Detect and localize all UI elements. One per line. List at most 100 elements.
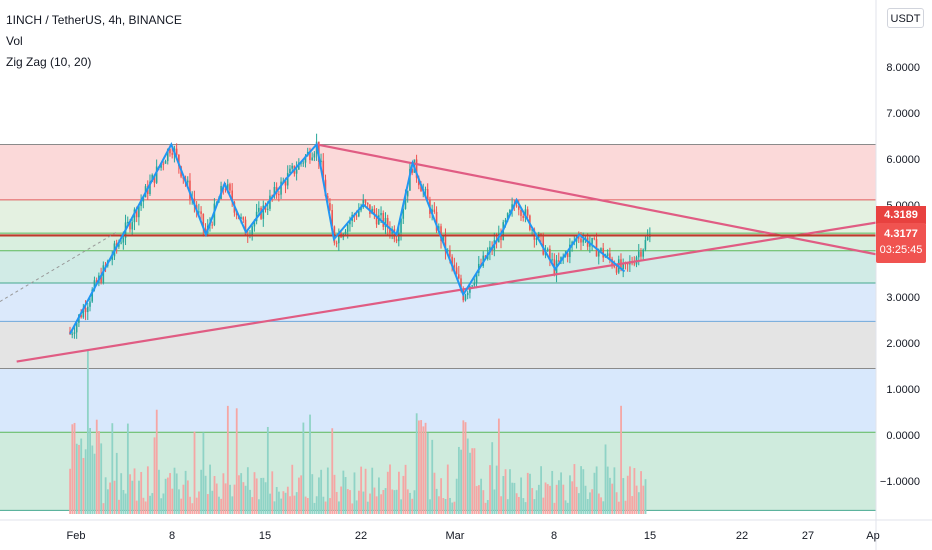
volume-bar [91, 445, 94, 514]
candle [304, 155, 307, 163]
indicator-zigzag[interactable]: Zig Zag (10, 20) [6, 55, 92, 69]
candle [289, 168, 291, 173]
candle [420, 185, 422, 192]
candle [449, 249, 451, 257]
candle [426, 189, 429, 200]
candle [302, 162, 305, 164]
volume-bar [269, 493, 271, 514]
candle [189, 180, 191, 200]
volume-bar [146, 466, 149, 514]
candle [100, 275, 102, 283]
volume-bar [364, 468, 367, 514]
volume-bar [324, 501, 327, 514]
volume-bar [278, 491, 280, 514]
volume-bar [358, 490, 360, 514]
candle [202, 213, 205, 229]
candle [111, 256, 114, 260]
volume-bar [540, 466, 542, 514]
indicator-vol[interactable]: Vol [6, 34, 23, 48]
volume-bar [200, 469, 203, 514]
volume-bar [104, 477, 107, 514]
volume-bar [604, 444, 607, 514]
volume-bar [238, 475, 240, 514]
x-tick-label: 22 [736, 530, 748, 542]
volume-bar [233, 484, 236, 514]
candle [517, 206, 520, 210]
candle [326, 196, 329, 204]
volume-bar [353, 472, 356, 514]
volume-bar [222, 473, 225, 514]
volume-bar [80, 438, 83, 514]
volume-bar [542, 497, 545, 514]
candle [86, 306, 89, 313]
last-price-value: 4.3177 [884, 228, 918, 240]
volume-bar [106, 489, 109, 514]
volume-bar [100, 443, 103, 514]
quote-unit-button[interactable]: USDT [887, 8, 924, 28]
volume-bar [289, 496, 291, 514]
candle [435, 211, 438, 231]
volume-bar [475, 486, 478, 514]
y-tick-label: −1.0000 [880, 476, 920, 488]
candle [582, 239, 585, 243]
volume-bar [446, 464, 449, 514]
candle [526, 209, 529, 216]
volume-bar [118, 499, 120, 514]
candle [404, 196, 407, 209]
candle [93, 280, 96, 290]
candle [153, 174, 156, 183]
volume-bar [191, 503, 194, 514]
volume-bar [629, 466, 631, 514]
candle [646, 237, 649, 241]
volume-bar [640, 471, 642, 514]
volume-bar [520, 477, 522, 514]
candle [175, 148, 178, 155]
volume-bar [315, 496, 318, 514]
volume-bar [429, 499, 431, 514]
volume-bar [142, 497, 145, 514]
volume-bar [491, 442, 494, 514]
volume-bar [418, 420, 420, 514]
volume-bar [620, 405, 622, 514]
volume-bar [273, 501, 276, 514]
candle [262, 205, 265, 219]
level-zone-5 [0, 321, 876, 369]
candle [542, 236, 545, 255]
volume-bar [455, 478, 458, 514]
candle [200, 211, 202, 214]
candle [593, 238, 596, 240]
candle [577, 237, 580, 239]
candle [169, 149, 171, 154]
volume-bar [209, 464, 211, 514]
candle [80, 314, 82, 318]
volume-bar [124, 493, 127, 514]
volume-bar [258, 499, 260, 514]
volume-bar [617, 501, 620, 514]
volume-bar [595, 466, 598, 514]
volume-bar [220, 498, 223, 514]
volume-bar [264, 482, 267, 514]
volume-bar [182, 484, 185, 514]
volume-bar [189, 496, 191, 514]
volume-bar [564, 500, 567, 514]
volume-bar [404, 464, 407, 514]
volume-bar [318, 477, 320, 514]
volume-bar [524, 502, 527, 514]
candle [549, 248, 551, 260]
candle [398, 232, 400, 242]
volume-bar [360, 466, 363, 514]
volume-bar [573, 464, 576, 514]
volume-bar [131, 480, 134, 514]
candle [166, 149, 169, 162]
volume-bar [424, 422, 427, 514]
volume-bar [589, 492, 591, 514]
volume-bar [549, 485, 551, 514]
volume-bar [169, 473, 171, 514]
candle [84, 307, 87, 313]
volume-bar [391, 489, 394, 514]
volume-bar [464, 422, 467, 514]
volume-bar [149, 495, 151, 514]
volume-bar [437, 496, 440, 514]
symbol-title[interactable]: 1INCH / TetherUS, 4h, BINANCE [6, 13, 182, 27]
